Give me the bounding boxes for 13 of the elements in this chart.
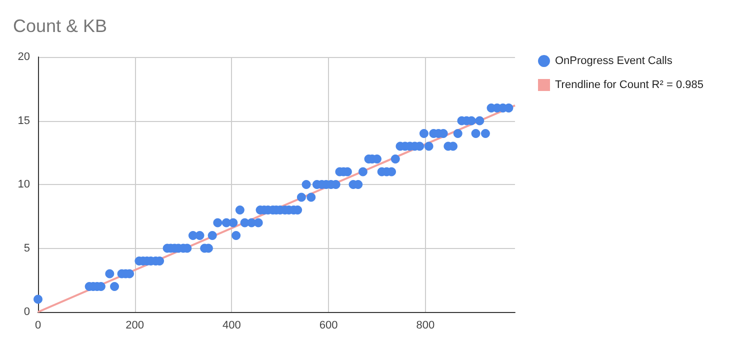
x-tick-label: 600 (319, 320, 338, 332)
x-tick-label: 800 (416, 320, 435, 332)
legend-label: OnProgress Event Calls (555, 55, 673, 67)
x-tick-label: 200 (126, 320, 144, 332)
x-tick-label: 0 (34, 320, 42, 332)
y-tick-label: 0 (24, 306, 30, 318)
chart-title: Count & KB (13, 16, 108, 36)
y-tick-label: 5 (24, 242, 30, 254)
y-tick-label: 10 (18, 178, 30, 190)
x-tick-label: 400 (222, 320, 241, 332)
y-tick-label: 20 (18, 51, 30, 63)
legend-label: Trendline for Count R² = 0.985 (555, 79, 704, 91)
y-tick-label: 15 (18, 114, 30, 127)
